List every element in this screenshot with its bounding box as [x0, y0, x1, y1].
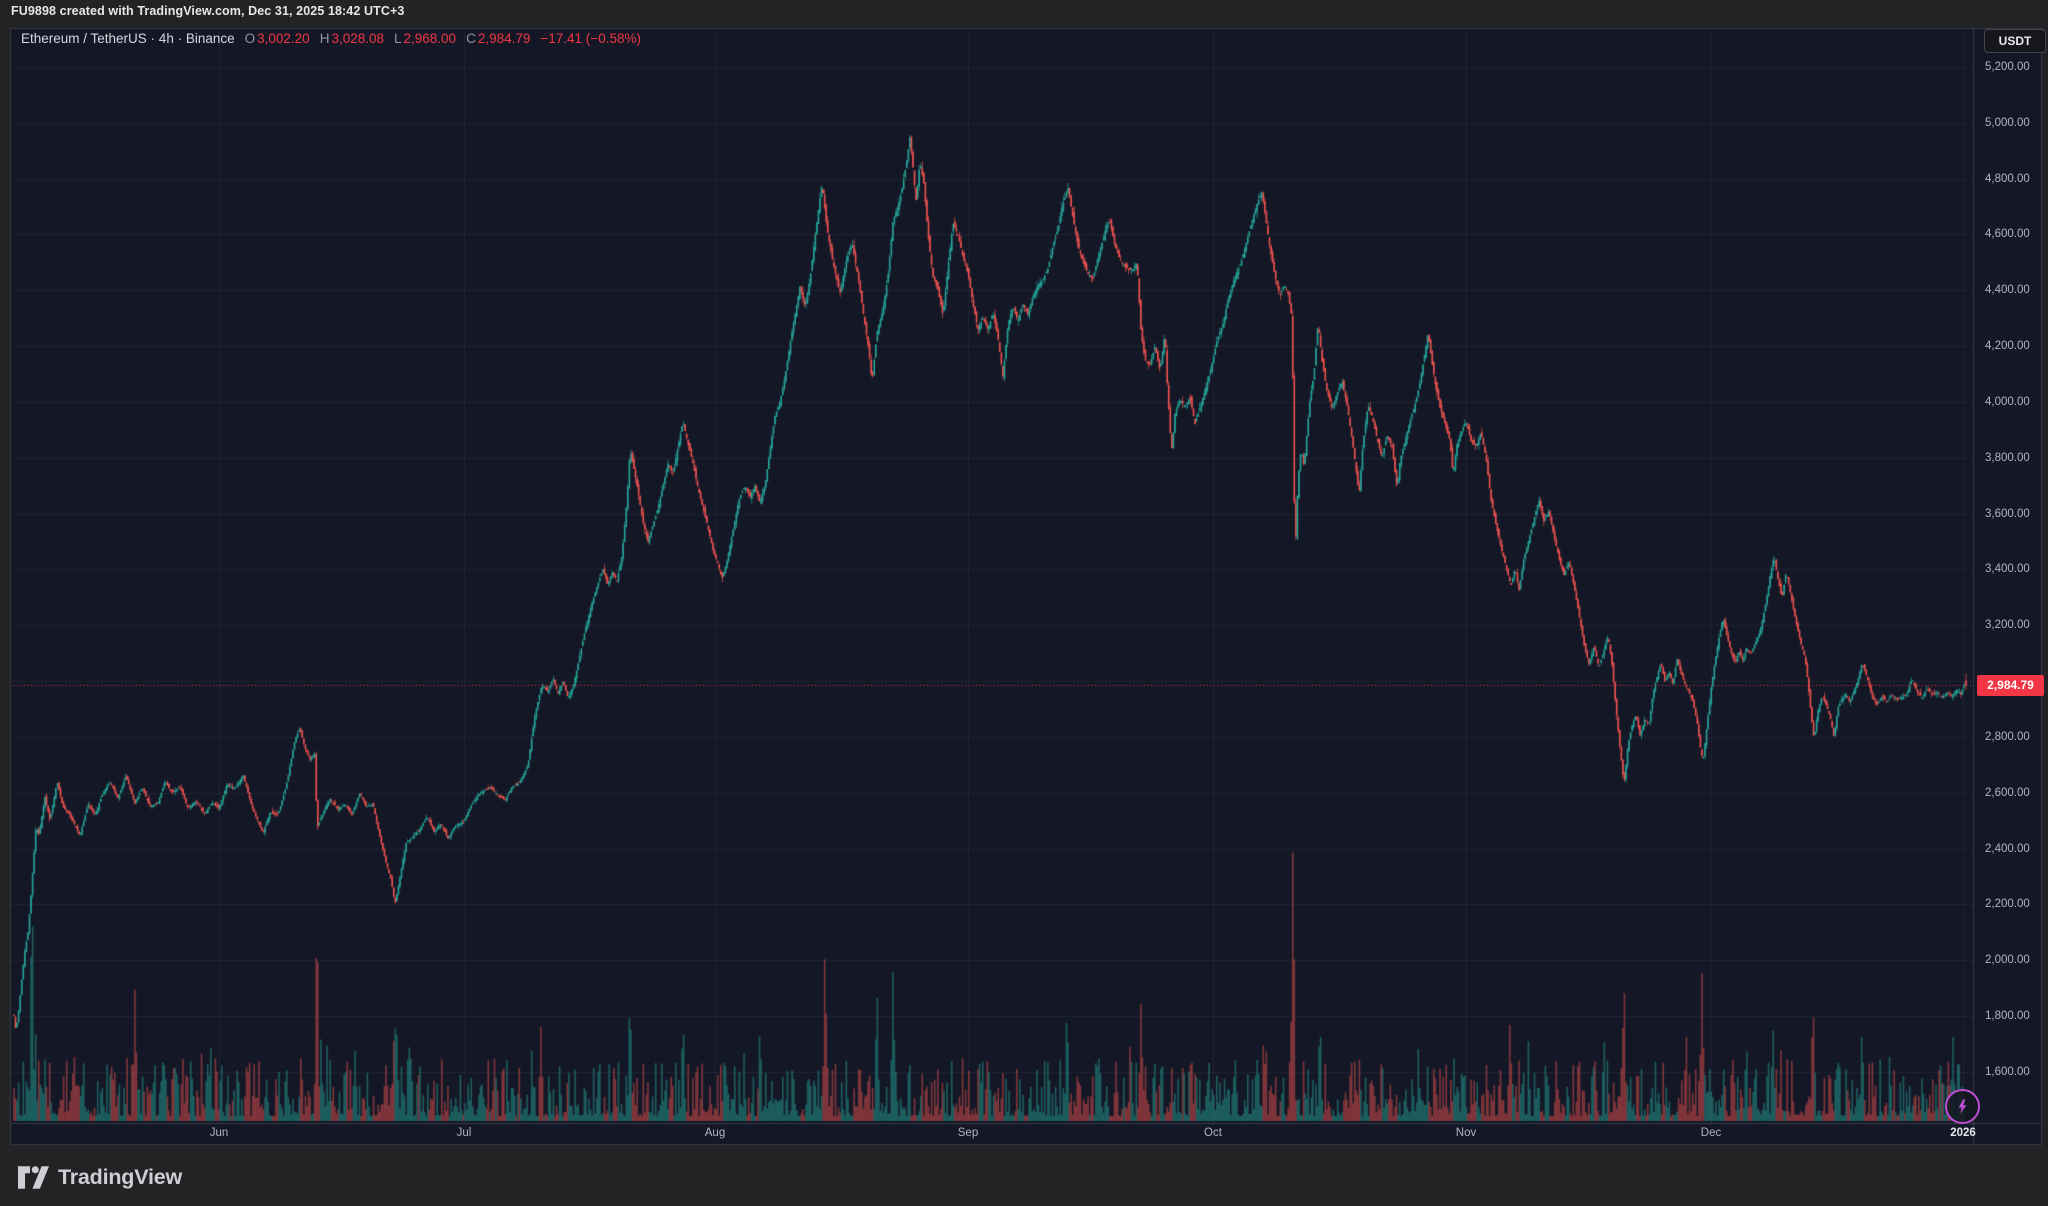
price-axis-label: 1,800.00	[1985, 1010, 2030, 1023]
price-axis-label: 3,400.00	[1985, 563, 2030, 576]
ohlc-open: O 3,002.20	[244, 31, 310, 46]
symbol-title: Ethereum / TetherUS · 4h · Binance	[21, 31, 235, 46]
price-axis-label: 3,200.00	[1985, 619, 2030, 632]
ohlc-close: C 2,984.79	[466, 31, 531, 46]
price-axis-label: 3,600.00	[1985, 507, 2030, 520]
last-price-tag: 2,984.79	[1977, 674, 2044, 696]
ohlc-high: H 3,028.08	[319, 31, 384, 46]
price-axis-label: 4,400.00	[1985, 284, 2030, 297]
price-axis-label: 3,800.00	[1985, 451, 2030, 464]
ohlc-low: L 2,968.00	[394, 31, 457, 46]
price-axis-label: 2,600.00	[1985, 786, 2030, 799]
price-axis-label: 2,800.00	[1985, 730, 2030, 743]
time-axis-label-2026: 2026	[1950, 1127, 1976, 1139]
time-axis-label-jun: Jun	[209, 1127, 229, 1139]
time-axis-label-sep: Sep	[957, 1127, 979, 1139]
price-axis-label: 1,600.00	[1985, 1065, 2030, 1078]
currency-unit-button[interactable]: USDT	[1984, 29, 2046, 53]
tradingview-logo[interactable]: TradingView	[18, 1160, 182, 1194]
lightning-icon	[1954, 1098, 1971, 1115]
time-axis-label-jul: Jul	[456, 1127, 472, 1139]
price-axis-label: 4,200.00	[1985, 340, 2030, 353]
price-axis-label: 4,800.00	[1985, 172, 2030, 185]
price-axis-label: 4,600.00	[1985, 228, 2030, 241]
price-axis-label: 2,200.00	[1985, 898, 2030, 911]
instant-chart-button[interactable]	[1945, 1089, 1980, 1124]
tradingview-logo-icon	[18, 1165, 49, 1189]
price-change: −17.41 (−0.58%)	[540, 31, 641, 46]
price-axis-label: 5,200.00	[1985, 61, 2030, 73]
time-axis-label-nov: Nov	[1455, 1127, 1477, 1139]
price-axis-label: 5,000.00	[1985, 116, 2030, 129]
symbol-legend[interactable]: Ethereum / TetherUS · 4h · Binance O 3,00…	[21, 31, 641, 46]
tradingview-wordmark: TradingView	[58, 1164, 183, 1189]
snapshot-attribution: FU9898 created with TradingView.com, Dec…	[11, 4, 405, 18]
time-axis-label-aug: Aug	[704, 1127, 726, 1139]
price-axis-label: 2,400.00	[1985, 842, 2030, 855]
time-axis-label-oct: Oct	[1204, 1127, 1222, 1139]
price-axis-label: 4,000.00	[1985, 395, 2030, 408]
time-axis-label-dec: Dec	[1700, 1127, 1722, 1139]
price-axis-label: 2,000.00	[1985, 954, 2030, 967]
